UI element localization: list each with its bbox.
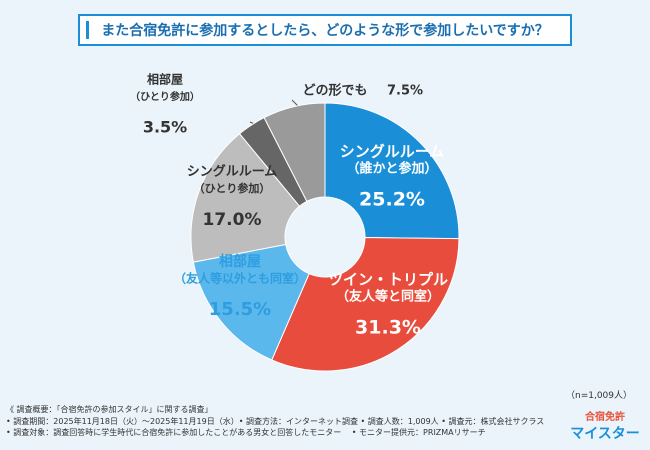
- segment-label: （誰かと参加）: [346, 161, 437, 177]
- segment-label: ツイン・トリプル: [328, 271, 448, 289]
- value-label: 25.2%: [359, 189, 425, 211]
- segment-label: 相部屋: [147, 72, 183, 87]
- sample-size: （n=1,009人）: [565, 391, 632, 401]
- note: 《 調査概要：「合宿免許の参加スタイル」に関する調査」: [6, 405, 213, 414]
- donut-segment: [192, 243, 310, 361]
- segment-label: どの形でも: [302, 84, 367, 99]
- segment-label: （友人等と同室）: [336, 289, 440, 305]
- donut-segment: [263, 102, 326, 203]
- value-label: 3.5%: [143, 118, 187, 137]
- value-label: 17.0%: [203, 210, 262, 230]
- segment-label: シングルルーム: [340, 143, 445, 161]
- segment-label: シングルルーム: [187, 164, 278, 180]
- logo-bottom: マイスター: [570, 426, 640, 442]
- value-label: 7.5%: [387, 84, 423, 99]
- segment-label: 相部屋: [219, 253, 261, 270]
- value-label: 31.3%: [355, 317, 421, 339]
- logo-top: 合宿免許: [585, 412, 625, 423]
- donut-segment: [190, 133, 301, 263]
- segment-label: （ひとり参加）: [130, 90, 200, 103]
- logo: 合宿免許 マイスター: [570, 410, 640, 442]
- note: • 調査期間：2025年11月18日（火）～2025年11月19日（水）• 調査…: [6, 416, 545, 426]
- notes: 《 調査概要：「合宿免許の参加スタイル」に関する調査」 • 調査期間：2025年…: [6, 404, 544, 439]
- segment-label: （友人等以外とも同室）: [174, 271, 306, 286]
- donut-segment: [271, 236, 460, 372]
- value-label: 15.5%: [209, 299, 271, 320]
- donut-segment: [324, 102, 460, 240]
- chart-title: また合宿免許に参加するとしたら、どのような形で参加したいですか？: [78, 14, 572, 46]
- note: • 調査対象：調査回答時に学生時代に合宿免許に参加したことがある男女と回答したモ…: [6, 428, 486, 437]
- segment-label: （ひとり参加）: [194, 181, 271, 195]
